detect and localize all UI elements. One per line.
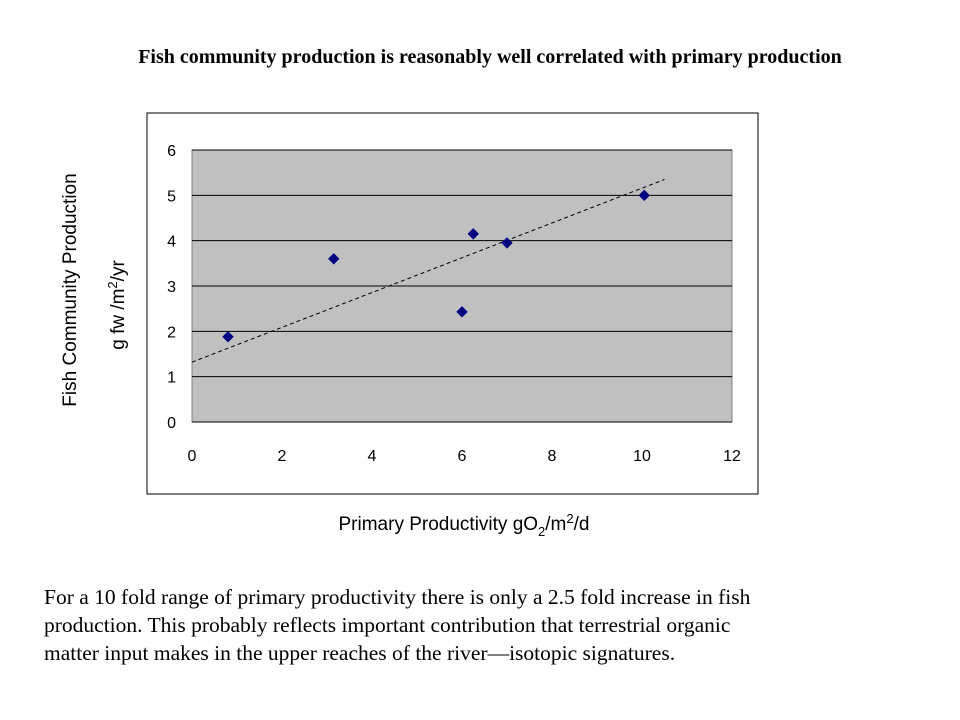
y-tick-label: 5: [167, 188, 176, 205]
data-point: [328, 253, 340, 265]
y-tick-label: 6: [167, 143, 176, 160]
x-axis-label-main: Primary Productivity gO: [339, 514, 539, 535]
x-axis-label-end: /d: [574, 514, 590, 535]
x-tick-label: 8: [548, 448, 557, 465]
y-tick-label: 2: [167, 324, 176, 341]
y-tick-label: 0: [167, 415, 176, 432]
body-line: production. This probably reflects impor…: [44, 613, 731, 637]
y-tick-label: 3: [167, 279, 176, 296]
x-tick-label: 6: [458, 448, 467, 465]
x-axis-label: Primary Productivity gO2/m2/d: [339, 511, 590, 539]
y-axis-label-line2-sup: 2: [105, 281, 120, 288]
data-point: [638, 189, 650, 202]
x-tick-label: 4: [368, 448, 377, 465]
y-axis-label-line2-main: g fw /m: [108, 289, 129, 350]
body-line: matter input makes in the upper reaches …: [44, 641, 676, 665]
y-axis-label-line2-end: /yr: [108, 260, 129, 282]
data-point: [222, 331, 234, 343]
data-point: [467, 228, 479, 240]
body-line: For a 10 fold range of primary productiv…: [44, 585, 751, 609]
y-axis-label-line1: Fish Community Production: [60, 173, 81, 406]
x-tick-label: 12: [723, 448, 741, 465]
x-tick-label: 0: [188, 448, 197, 465]
x-tick-label: 2: [278, 448, 287, 465]
x-tick-labels: 0 2 4 6 8 10 12: [188, 448, 741, 465]
x-axis-label-sub: 2: [538, 524, 545, 539]
data-point: [456, 306, 468, 318]
data-points: [222, 189, 650, 343]
x-axis-label-sup: 2: [566, 511, 573, 526]
x-axis-label-mid: /m: [545, 514, 566, 535]
slide-title-text: Fish community production is reasonably …: [138, 46, 842, 68]
y-tick-label: 4: [167, 234, 176, 251]
y-tick-label: 1: [167, 370, 176, 387]
y-axis-label-line2: g fw /m2/yr: [105, 260, 129, 350]
trendline-group: [191, 179, 665, 363]
x-tick-label: 10: [633, 448, 651, 465]
y-tick-labels: 0 1 2 3 4 5 6: [167, 143, 176, 432]
trendline: [191, 179, 665, 363]
slide-title: Fish community production is reasonably …: [0, 46, 960, 69]
data-point: [501, 237, 513, 249]
body-paragraph: For a 10 fold range of primary productiv…: [44, 583, 944, 667]
